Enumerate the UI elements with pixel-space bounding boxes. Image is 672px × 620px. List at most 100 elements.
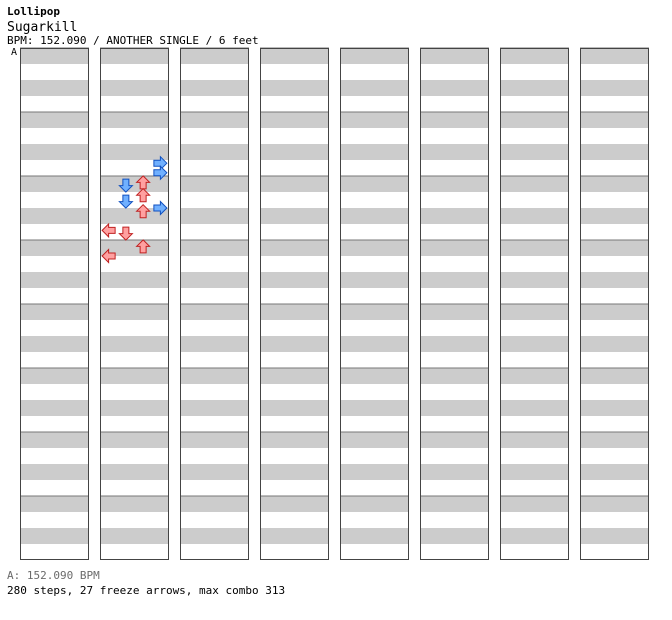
- beat-stripe: [420, 368, 489, 384]
- beat-stripe: [100, 304, 169, 320]
- chart-column: [340, 47, 409, 560]
- step-arrow: [153, 200, 168, 216]
- beat-stripe: [580, 432, 649, 448]
- beat-stripe: [580, 240, 649, 256]
- beat-stripe: [500, 272, 569, 288]
- beat-stripe: [420, 496, 489, 512]
- beat-stripe: [500, 112, 569, 128]
- chart-column: [260, 47, 329, 560]
- beat-stripe: [340, 176, 409, 192]
- beat-stripe: [20, 176, 89, 192]
- beat-stripe: [20, 144, 89, 160]
- beat-stripe: [500, 240, 569, 256]
- step-arrow: [153, 165, 168, 181]
- song-title: Lollipop: [7, 5, 60, 18]
- beat-stripe: [260, 368, 329, 384]
- beat-stripe: [100, 80, 169, 96]
- beat-stripe: [180, 144, 249, 160]
- beat-stripe: [260, 176, 329, 192]
- beat-stripe: [420, 304, 489, 320]
- beat-stripe: [20, 112, 89, 128]
- beat-stripe: [500, 304, 569, 320]
- beat-stripe: [340, 496, 409, 512]
- beat-stripe: [500, 176, 569, 192]
- beat-stripe: [100, 208, 169, 224]
- step-arrow: [135, 239, 151, 254]
- beat-stripe: [20, 528, 89, 544]
- beat-stripe: [500, 368, 569, 384]
- beat-stripe: [500, 464, 569, 480]
- beat-stripe: [260, 432, 329, 448]
- beat-stripe: [500, 432, 569, 448]
- beat-stripe: [180, 336, 249, 352]
- beat-stripe: [420, 464, 489, 480]
- beat-stripe: [500, 80, 569, 96]
- column-border: [340, 48, 409, 560]
- beat-stripe: [20, 464, 89, 480]
- column-border: [260, 48, 329, 560]
- beat-stripe: [340, 528, 409, 544]
- beat-stripe: [180, 240, 249, 256]
- beat-stripe: [580, 80, 649, 96]
- beat-stripe: [420, 176, 489, 192]
- column-border: [500, 48, 569, 560]
- beat-stripe: [20, 48, 89, 64]
- beat-stripe: [580, 528, 649, 544]
- beat-stripe: [100, 240, 169, 256]
- step-arrow: [118, 226, 134, 241]
- beat-stripe: [580, 496, 649, 512]
- beat-stripe: [20, 240, 89, 256]
- beat-stripe: [580, 208, 649, 224]
- step-arrow: [135, 187, 151, 203]
- chart-column: [580, 47, 649, 560]
- beat-stripe: [580, 304, 649, 320]
- beat-stripe: [180, 48, 249, 64]
- beat-stripe: [420, 400, 489, 416]
- column-border: [100, 48, 169, 560]
- beat-stripe: [180, 368, 249, 384]
- beat-stripe: [340, 400, 409, 416]
- beat-stripe: [260, 208, 329, 224]
- beat-stripe: [20, 432, 89, 448]
- beat-stripe: [180, 112, 249, 128]
- beat-stripe: [100, 400, 169, 416]
- beat-stripe: [180, 464, 249, 480]
- beat-stripe: [420, 112, 489, 128]
- beat-stripe: [500, 336, 569, 352]
- beat-stripe: [420, 336, 489, 352]
- beat-stripe: [500, 496, 569, 512]
- section-marker: A: [11, 47, 18, 58]
- beat-stripe: [260, 400, 329, 416]
- step-arrow: [101, 248, 116, 264]
- beat-stripe: [420, 272, 489, 288]
- beat-stripe: [420, 240, 489, 256]
- beat-stripe: [260, 496, 329, 512]
- beat-stripe: [100, 176, 169, 192]
- beat-stripe: [340, 240, 409, 256]
- beat-stripe: [100, 368, 169, 384]
- song-artist: Sugarkill: [7, 20, 78, 35]
- beat-stripe: [20, 400, 89, 416]
- column-border: [580, 48, 649, 560]
- chart-column: [420, 47, 489, 560]
- beat-stripe: [100, 528, 169, 544]
- chart-column: [180, 47, 249, 560]
- beat-stripe: [180, 496, 249, 512]
- beat-stripe: [260, 80, 329, 96]
- chart-column: [100, 47, 169, 560]
- beat-stripe: [20, 336, 89, 352]
- beat-stripe: [100, 48, 169, 64]
- beat-stripe: [580, 368, 649, 384]
- beat-stripe: [580, 464, 649, 480]
- beat-stripe: [180, 80, 249, 96]
- beat-stripe: [100, 144, 169, 160]
- step-arrow: [118, 194, 134, 209]
- beat-stripe: [260, 112, 329, 128]
- column-border: [20, 48, 89, 560]
- beat-stripe: [340, 208, 409, 224]
- beat-stripe: [100, 432, 169, 448]
- step-arrow: [135, 203, 151, 219]
- beat-stripe: [100, 272, 169, 288]
- beat-stripe: [580, 336, 649, 352]
- beat-stripe: [260, 336, 329, 352]
